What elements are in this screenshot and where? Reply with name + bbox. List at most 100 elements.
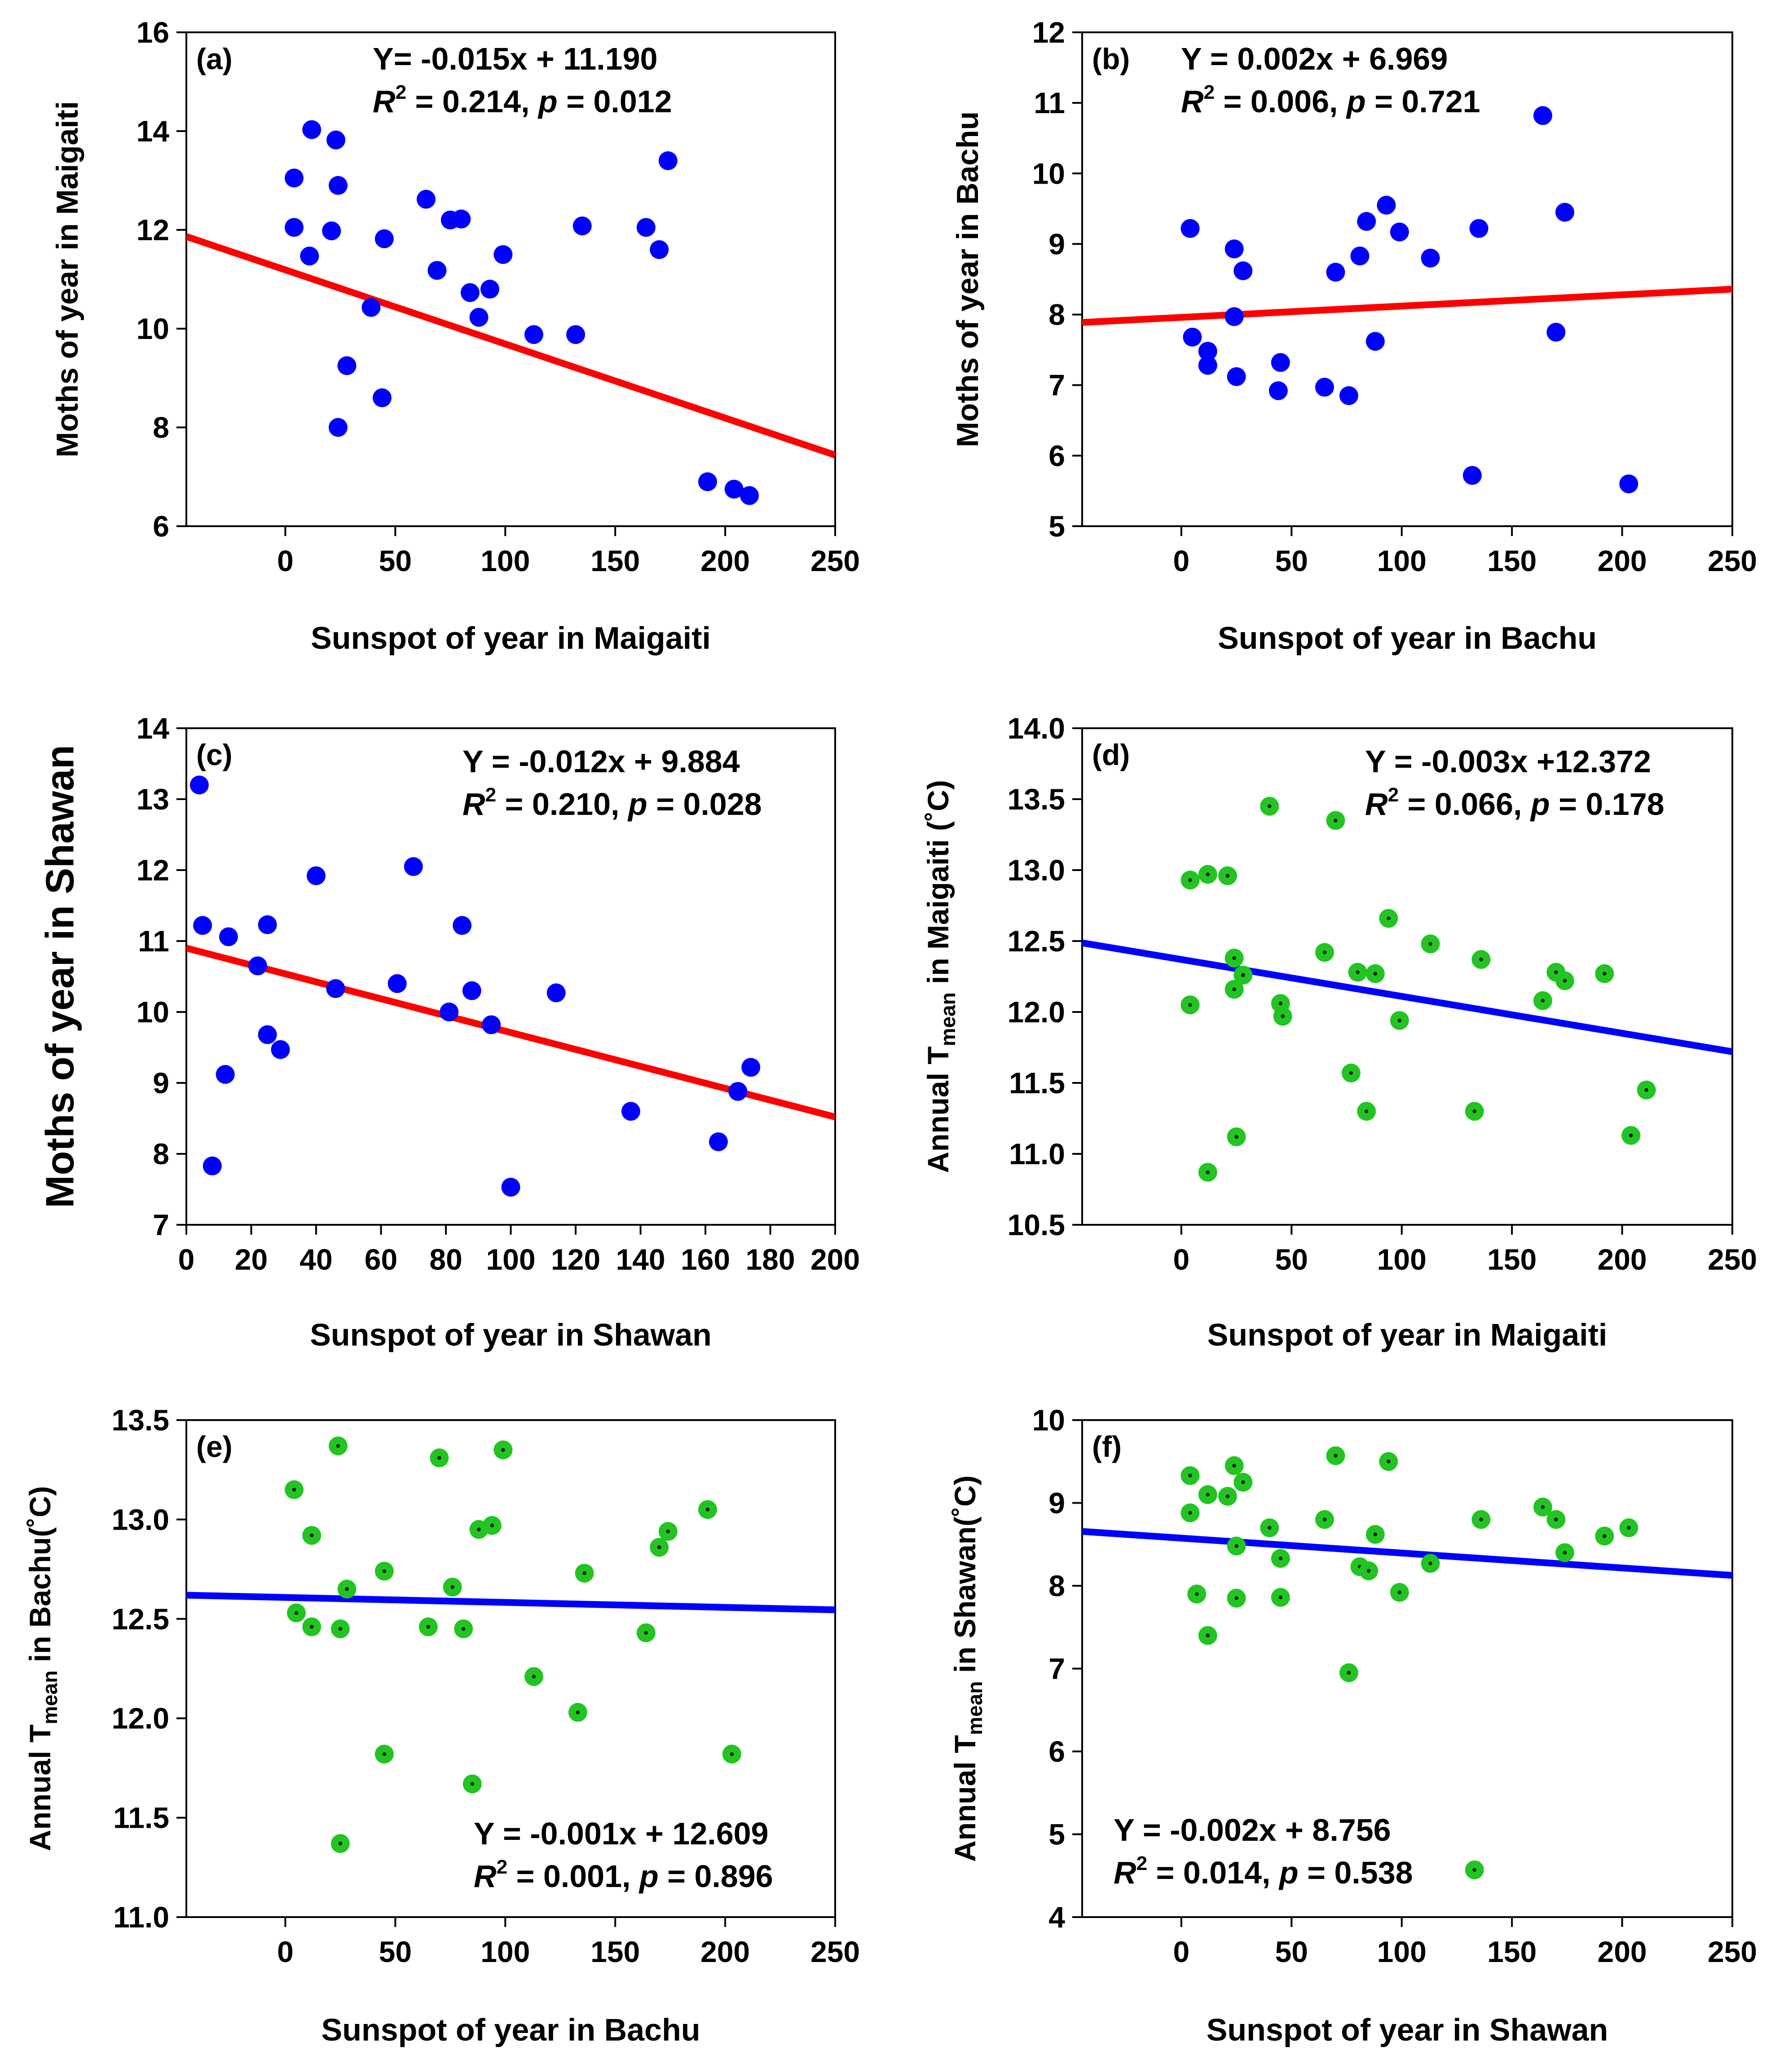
data-point-center: [1334, 818, 1338, 823]
data-point-center: [1428, 942, 1432, 946]
data-point: [1224, 307, 1244, 326]
data-point-center: [1629, 1133, 1633, 1137]
y-axis-label-prefix: Annual T: [23, 1724, 57, 1851]
data-point-center: [1347, 1671, 1351, 1675]
y-tick-label: 11: [138, 924, 169, 958]
regression-equation: Y = -0.002x + 8.756: [1114, 1812, 1391, 1848]
fit-line: [186, 945, 835, 1121]
y-tick-label: 11: [1034, 86, 1065, 119]
data-point-center: [1234, 1544, 1238, 1548]
data-point: [740, 486, 759, 505]
data-point-center: [490, 1523, 494, 1527]
data-point: [189, 775, 209, 795]
data-point-center: [1387, 1460, 1391, 1464]
x-tick-label: 50: [379, 544, 412, 577]
y-tick-label: 8: [153, 411, 169, 444]
data-point-center: [1206, 1633, 1210, 1637]
data-point-center: [1225, 874, 1229, 878]
y-tick-label: 13.5: [112, 1403, 169, 1437]
data-point: [1183, 327, 1202, 347]
data-point-center: [1281, 1014, 1285, 1018]
y-tick-label: 11.0: [113, 1900, 169, 1934]
y-tick-label: 4: [1048, 1900, 1065, 1934]
y-tick-label: 10: [137, 312, 169, 345]
regression-stats: R2 = 0.014, p = 0.538: [1114, 1852, 1413, 1890]
data-point: [216, 1065, 235, 1084]
y-tick-label: 12: [137, 853, 169, 887]
data-point: [300, 246, 319, 266]
y-tick-label: 10.5: [1008, 1208, 1065, 1241]
data-point: [1555, 202, 1574, 222]
y-tick-label: 6: [1048, 1735, 1065, 1768]
x-tick-label: 40: [300, 1243, 332, 1276]
p-value: = 0.721: [1366, 84, 1480, 119]
x-tick-label: 100: [480, 1935, 530, 1968]
y-axis-label-suffix: in Bachu(˚C): [23, 1486, 57, 1671]
x-tick-label: 0: [1173, 544, 1190, 577]
y-tick-label: 12.0: [1008, 995, 1065, 1029]
regression-equation: Y = -0.012x + 9.884: [462, 744, 740, 779]
data-point: [1469, 219, 1489, 238]
data-point-center: [1188, 1474, 1192, 1478]
data-point-center: [1278, 1002, 1282, 1006]
y-tick-label: 10: [1032, 157, 1065, 190]
data-point-center: [1541, 1505, 1545, 1509]
data-point: [741, 1058, 761, 1077]
data-point: [480, 280, 499, 299]
x-tick-label: 250: [1708, 1243, 1757, 1276]
x-tick-label: 100: [1377, 1935, 1427, 1968]
x-axis-label: Sunspot of year in Maigaiti: [311, 620, 711, 655]
r-squared-value: = 0.214,: [406, 84, 538, 119]
data-point: [248, 956, 267, 976]
regression-equation: Y = -0.001x + 12.609: [474, 1816, 769, 1851]
data-point-center: [462, 1627, 466, 1631]
x-tick-label: 0: [277, 544, 294, 577]
x-tick-label: 0: [277, 1935, 294, 1968]
x-tick-label: 100: [480, 544, 530, 577]
data-point-center: [1322, 1518, 1326, 1522]
y-tick-label: 16: [137, 16, 169, 49]
data-point: [219, 927, 238, 946]
y-tick-label: 10: [137, 995, 169, 1029]
panel-letter: (b): [1092, 42, 1130, 75]
data-point-center: [1188, 878, 1192, 882]
y-tick-label: 14.0: [1008, 712, 1065, 745]
r-squared-symbol: R: [1365, 787, 1388, 822]
fit-line: [186, 1592, 835, 1614]
data-point-center: [1195, 1592, 1199, 1596]
r-squared-symbol: R: [462, 787, 485, 822]
p-value: = 0.012: [558, 84, 672, 119]
data-point: [1339, 386, 1358, 405]
r-squared-exponent: 2: [1388, 784, 1399, 806]
panel-b: 0 50 100 150 200 250 5 6 7 8 9 10 11 12 (b) Y = 0.002x …: [951, 16, 1757, 655]
data-point-center: [1428, 1562, 1432, 1566]
y-tick-label: 13.0: [112, 1503, 169, 1536]
data-point: [374, 229, 394, 248]
data-point: [326, 130, 346, 150]
x-tick-label: 100: [1377, 1243, 1427, 1276]
y-tick-label: 7: [153, 1208, 169, 1241]
data-point: [1365, 332, 1385, 351]
x-tick-label: 250: [1708, 544, 1757, 577]
data-point: [440, 1003, 459, 1021]
r-squared-exponent: 2: [1136, 1852, 1147, 1874]
p-value: = 0.896: [659, 1859, 773, 1894]
x-tick-label: 250: [1708, 1935, 1757, 1968]
y-axis-label: Moths of year in Bachu: [951, 111, 985, 447]
x-tick-label: 150: [1487, 544, 1537, 577]
data-point-center: [1334, 1454, 1338, 1458]
data-point: [698, 472, 717, 491]
data-point: [501, 1178, 520, 1197]
data-point: [1326, 263, 1345, 282]
data-point: [1233, 261, 1253, 281]
data-point: [258, 1025, 277, 1044]
y-axis-label-prefix: Annual T: [948, 1735, 982, 1862]
x-axis-label: Sunspot of year in Shawan: [1207, 2012, 1608, 2047]
panel-letter: (f): [1092, 1430, 1122, 1463]
fit-line: [186, 233, 835, 458]
data-point-center: [1188, 1003, 1192, 1007]
data-point: [1546, 322, 1566, 342]
r-squared-symbol: R: [474, 1859, 497, 1894]
x-tick-label: 200: [700, 1935, 750, 1968]
